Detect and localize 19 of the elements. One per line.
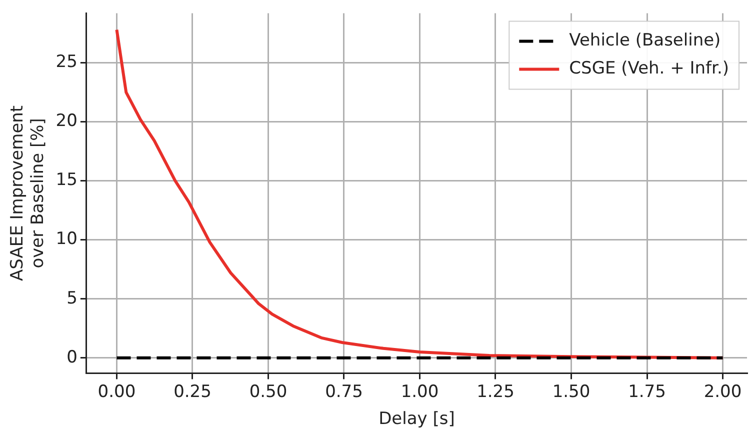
x-tick-label: 1.00 — [400, 382, 439, 402]
legend-label: Vehicle (Baseline) — [569, 30, 721, 51]
y-tick-label: 25 — [56, 52, 78, 72]
x-tick-label: 0.50 — [249, 382, 288, 402]
x-tick-label: 0.75 — [325, 382, 363, 402]
x-tick-label: 1.25 — [476, 382, 514, 402]
x-tick-label: 1.75 — [628, 382, 666, 402]
x-axis-title: Delay [s] — [378, 409, 455, 430]
y-tick-label: 20 — [56, 111, 78, 132]
y-axis-title: ASAEE Improvement over Baseline [%] — [8, 105, 48, 282]
legend-label: CSGE (Veh. + Infr.) — [569, 58, 730, 79]
x-tick-label: 0.25 — [174, 382, 212, 402]
y-tick-label: 15 — [56, 170, 78, 190]
x-tick-label: 1.50 — [552, 382, 590, 402]
y-tick-label: 0 — [66, 347, 78, 368]
y-tick-label: 5 — [66, 288, 78, 308]
x-tick-label: 0.00 — [98, 382, 136, 402]
y-tick-label: 10 — [56, 229, 78, 250]
x-tick-label: 2.00 — [704, 382, 742, 402]
